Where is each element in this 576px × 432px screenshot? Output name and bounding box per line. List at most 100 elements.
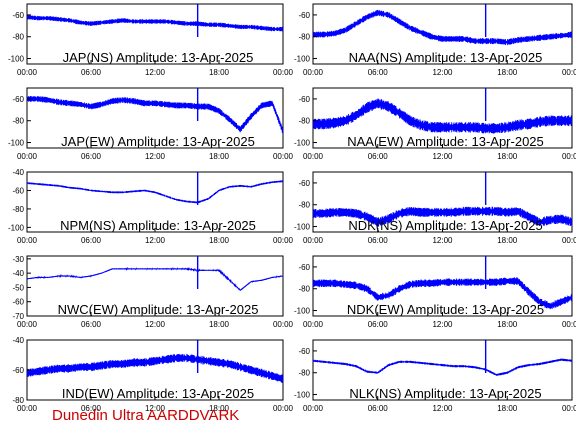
y-tick-label: -60 xyxy=(298,347,310,356)
series-line xyxy=(27,14,283,32)
amplitude-plot: -60 -80 -100 00:00 06:00 12:00 18:00 00:00 JAP(E… xyxy=(8,87,294,161)
x-tick-label: 12:00 xyxy=(432,320,453,329)
x-tick-label: 06:00 xyxy=(81,320,102,329)
x-tick-label: 00:00 xyxy=(562,320,576,329)
y-tick-label: -100 xyxy=(8,139,25,148)
plot-title: JAP(NS) Amplitude: 13-Apr-2025 xyxy=(63,50,254,65)
amplitude-plot: -60 -80 -100 00:00 06:00 12:00 18:00 00:00 NAA(E… xyxy=(294,87,576,161)
y-tick-label: -100 xyxy=(294,223,311,232)
x-tick-label: 00:00 xyxy=(273,320,294,329)
y-tick-label: -60 xyxy=(298,95,310,104)
y-tick-label: -50 xyxy=(12,283,24,292)
x-tick-label: 18:00 xyxy=(497,68,518,77)
x-tick-label: 12:00 xyxy=(145,152,166,161)
amplitude-plot: -40 -60 -80 -100 00:00 06:00 12:00 18:00 00:00 NP… xyxy=(8,168,294,245)
x-tick-label: 00:00 xyxy=(273,236,294,245)
x-tick-label: 00:00 xyxy=(562,236,576,245)
x-tick-label: 06:00 xyxy=(368,320,389,329)
y-tick-label: -60 xyxy=(12,95,24,104)
x-tick-label: 18:00 xyxy=(497,404,518,413)
x-tick-label: 18:00 xyxy=(209,152,230,161)
y-tick-label: -70 xyxy=(12,312,24,321)
y-tick-label: -40 xyxy=(12,168,24,177)
x-tick-label: 18:00 xyxy=(209,236,230,245)
plot-title: IND(EW) Amplitude: 13-Apr-2025 xyxy=(62,386,254,401)
amplitude-plot: -60 -80 -100 00:00 06:00 12:00 18:00 00:00 NLK(N… xyxy=(294,339,576,413)
x-tick-label: 06:00 xyxy=(81,152,102,161)
x-tick-label: 06:00 xyxy=(368,236,389,245)
series-line xyxy=(27,353,283,383)
series-line xyxy=(27,180,283,204)
y-tick-label: -80 xyxy=(298,201,310,210)
y-tick-label: -60 xyxy=(12,366,24,375)
y-tick-label: -100 xyxy=(294,391,311,400)
y-tick-label: -60 xyxy=(12,11,24,20)
y-tick-label: -80 xyxy=(298,33,310,42)
y-tick-label: -80 xyxy=(12,396,24,405)
plot-title: NDK(NS) Amplitude: 13-Apr-2025 xyxy=(348,218,542,233)
x-tick-label: 12:00 xyxy=(432,152,453,161)
y-tick-label: -60 xyxy=(12,186,24,195)
x-tick-label: 00:00 xyxy=(303,68,324,77)
amplitude-plot: -60 -80 -100 00:00 06:00 12:00 18:00 00:00 NAA(N… xyxy=(294,3,576,77)
x-tick-label: 18:00 xyxy=(209,320,230,329)
y-tick-label: -100 xyxy=(8,55,25,64)
x-tick-label: 00:00 xyxy=(303,404,324,413)
y-tick-label: -60 xyxy=(298,11,310,20)
y-tick-label: -100 xyxy=(294,139,311,148)
credit-label: Dunedin Ultra AARDDVARK xyxy=(52,407,240,424)
x-tick-label: 12:00 xyxy=(145,320,166,329)
x-tick-label: 00:00 xyxy=(562,404,576,413)
series-line xyxy=(313,358,572,376)
plot-title: NLK(NS) Amplitude: 13-Apr-2025 xyxy=(349,386,541,401)
x-tick-label: 06:00 xyxy=(81,404,102,413)
y-tick-label: -80 xyxy=(12,117,24,126)
y-tick-label: -80 xyxy=(298,117,310,126)
y-tick-label: -80 xyxy=(12,33,24,42)
x-tick-label: 00:00 xyxy=(17,236,38,245)
x-tick-label: 00:00 xyxy=(273,404,294,413)
series-line xyxy=(313,9,572,46)
x-tick-label: 12:00 xyxy=(145,404,166,413)
x-tick-label: 12:00 xyxy=(432,404,453,413)
x-tick-label: 00:00 xyxy=(303,236,324,245)
x-tick-label: 06:00 xyxy=(368,404,389,413)
plot-title: NAA(EW) Amplitude: 13-Apr-2025 xyxy=(347,134,544,149)
x-tick-label: 06:00 xyxy=(81,68,102,77)
y-tick-label: -100 xyxy=(294,55,311,64)
plot-title: NWC(EW) Amplitude: 13-Apr-2025 xyxy=(58,302,259,317)
x-tick-label: 12:00 xyxy=(432,236,453,245)
series-line xyxy=(27,95,283,135)
x-tick-label: 06:00 xyxy=(368,152,389,161)
x-tick-label: 12:00 xyxy=(432,68,453,77)
x-tick-label: 00:00 xyxy=(17,320,38,329)
x-tick-label: 00:00 xyxy=(17,68,38,77)
amplitude-plot: -60 -80 -100 00:00 06:00 12:00 18:00 00:00 JAP(N… xyxy=(8,3,294,77)
y-tick-label: -60 xyxy=(298,179,310,188)
x-tick-label: 06:00 xyxy=(81,236,102,245)
plot-title: NDK(EW) Amplitude: 13-Apr-2025 xyxy=(347,302,544,317)
series-line xyxy=(27,267,283,291)
y-tick-label: -100 xyxy=(294,307,311,316)
x-tick-label: 18:00 xyxy=(497,320,518,329)
x-tick-label: 00:00 xyxy=(273,68,294,77)
y-tick-label: -60 xyxy=(298,263,310,272)
x-tick-label: 12:00 xyxy=(145,68,166,77)
amplitude-plot: -60 -80 -100 00:00 06:00 12:00 18:00 00:00 NDK(E… xyxy=(294,255,576,329)
x-tick-label: 06:00 xyxy=(368,68,389,77)
x-tick-label: 18:00 xyxy=(209,404,230,413)
plot-title: NAA(NS) Amplitude: 13-Apr-2025 xyxy=(349,50,543,65)
amplitude-plot: -60 -80 -100 00:00 06:00 12:00 18:00 00:00 NDK(N… xyxy=(294,171,576,245)
x-tick-label: 00:00 xyxy=(303,152,324,161)
x-tick-label: 00:00 xyxy=(303,320,324,329)
y-tick-label: -30 xyxy=(12,255,24,264)
y-tick-label: -100 xyxy=(8,223,25,232)
y-tick-label: -40 xyxy=(12,269,24,278)
x-tick-label: 00:00 xyxy=(562,68,576,77)
y-tick-label: -80 xyxy=(298,285,310,294)
x-tick-label: 00:00 xyxy=(17,404,38,413)
series-line xyxy=(313,206,572,227)
series-line xyxy=(313,277,572,310)
